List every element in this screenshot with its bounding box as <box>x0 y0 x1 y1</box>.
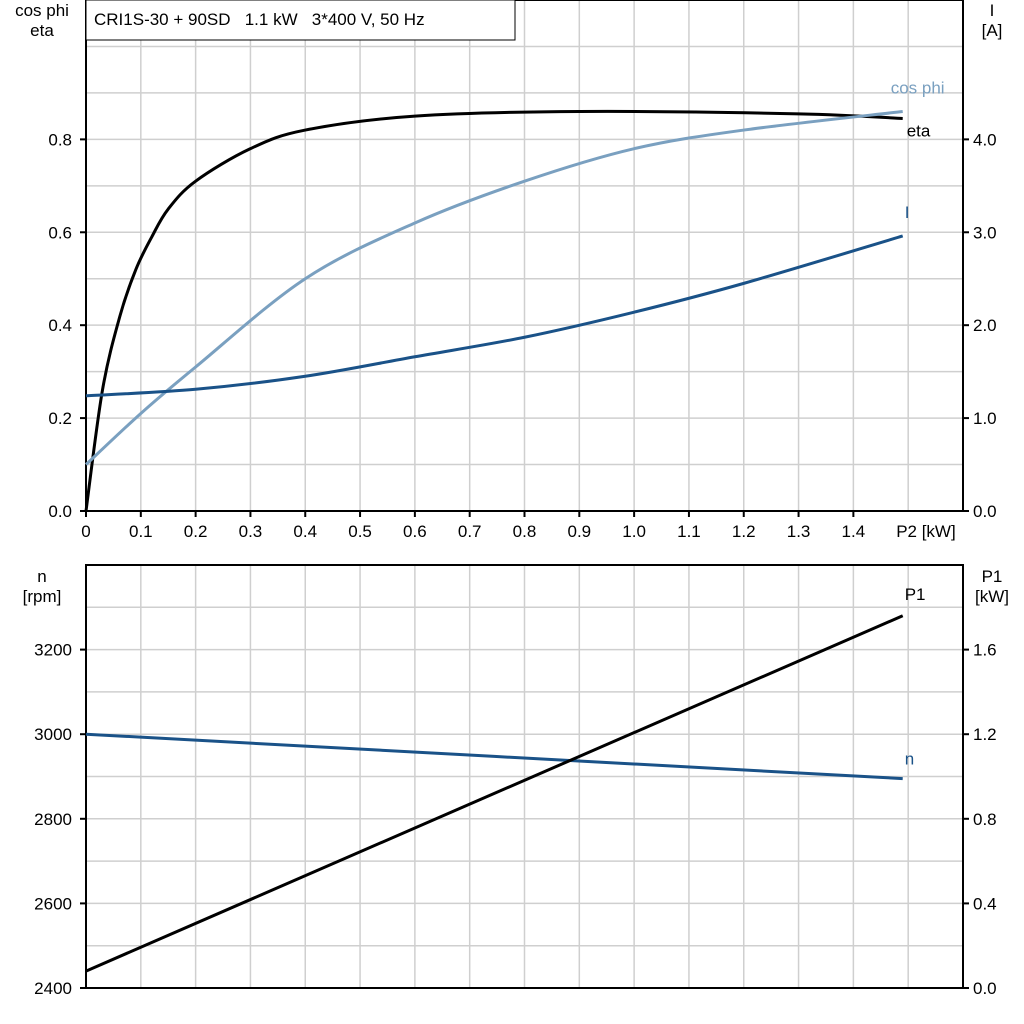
x-tick-label: 0.9 <box>567 522 591 541</box>
x-tick-label: 1.2 <box>732 522 756 541</box>
y-tick-label-left: 0.0 <box>48 502 72 521</box>
series-line-I <box>85 234 904 398</box>
chart-title: CRI1S-30 + 90SD 1.1 kW 3*400 V, 50 Hz <box>94 10 425 29</box>
x-tick-label: 1.1 <box>677 522 701 541</box>
y-axis-label-right: P1 <box>982 567 1003 586</box>
bottom-series <box>85 614 904 973</box>
y-tick-label-left: 3200 <box>34 641 72 660</box>
y-tick-label-left: 0.4 <box>48 316 72 335</box>
y-axis-label-left: n <box>37 567 46 586</box>
series-line-n <box>85 732 903 781</box>
top-grid <box>85 0 964 512</box>
bottom-grid <box>85 564 964 989</box>
y-tick-label-left: 3000 <box>34 725 72 744</box>
y-tick-label-right: 1.2 <box>973 725 997 744</box>
x-tick-label: 0.8 <box>513 522 537 541</box>
x-tick-label: 0 <box>81 522 90 541</box>
y-tick-label-left: 0.2 <box>48 409 72 428</box>
y-axis-label-right: [kW] <box>975 587 1009 606</box>
x-tick-label: 0.3 <box>239 522 263 541</box>
y-tick-label-right: 2.0 <box>973 316 997 335</box>
x-tick-label: 0.5 <box>348 522 372 541</box>
title-box <box>85 0 516 41</box>
y-tick-label-right: 0.4 <box>973 894 997 913</box>
series-label: n <box>905 750 914 769</box>
y-tick-label-right: 0.0 <box>973 502 997 521</box>
x-tick-label: 0.6 <box>403 522 427 541</box>
y-tick-label-right: 4.0 <box>973 130 997 149</box>
series-line-cos-phi <box>84 110 903 466</box>
y-tick-label-left: 0.8 <box>48 130 72 149</box>
x-tick-label: 0.2 <box>184 522 208 541</box>
y-axis-label-left: eta <box>30 21 54 40</box>
series-label: P1 <box>905 585 926 604</box>
y-tick-label-left: 2600 <box>34 894 72 913</box>
series-line-P1 <box>85 614 904 973</box>
y-tick-label-left: 0.6 <box>48 223 72 242</box>
y-tick-label-right: 3.0 <box>973 223 997 242</box>
x-tick-label: 0.1 <box>129 522 153 541</box>
series-label: eta <box>907 121 931 140</box>
y-tick-label-right: 0.0 <box>973 979 997 998</box>
y-tick-label-right: 1.0 <box>973 409 997 428</box>
y-axis-label-right: I <box>990 1 995 20</box>
y-tick-label-left: 2400 <box>34 979 72 998</box>
top-series <box>84 109 904 512</box>
y-axis-label-left: cos phi <box>15 1 69 20</box>
y-axis-label-left: [rpm] <box>23 587 62 606</box>
y-tick-label-right: 0.8 <box>973 810 997 829</box>
x-axis-label: P2 [kW] <box>896 522 956 541</box>
series-line-eta <box>84 109 903 512</box>
x-tick-label: 0.7 <box>458 522 482 541</box>
x-tick-label: 1.0 <box>622 522 646 541</box>
x-tick-label: 1.3 <box>787 522 811 541</box>
x-tick-label: 1.4 <box>842 522 866 541</box>
y-axis-label-right: [A] <box>982 21 1003 40</box>
x-tick-label: 0.4 <box>293 522 317 541</box>
series-label: I <box>905 203 910 222</box>
plot-frame <box>85 564 964 989</box>
series-label: cos phi <box>891 78 945 97</box>
y-tick-label-left: 2800 <box>34 810 72 829</box>
y-tick-label-right: 1.6 <box>973 641 997 660</box>
